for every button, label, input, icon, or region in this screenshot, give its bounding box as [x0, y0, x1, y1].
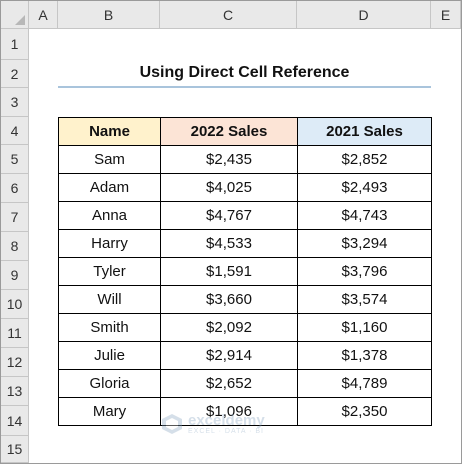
cell-name[interactable]: Mary	[58, 397, 161, 426]
cell-name[interactable]: Will	[58, 285, 161, 314]
table-row: Mary $1,096 $2,350	[58, 397, 432, 426]
cell-name[interactable]: Harry	[58, 229, 161, 258]
column-header-b[interactable]: B	[58, 1, 160, 29]
cell-2021-sales[interactable]: $3,796	[297, 257, 432, 286]
row-header-15[interactable]: 15	[1, 436, 29, 463]
table-row: Smith $2,092 $1,160	[58, 313, 432, 342]
row-header-12[interactable]: 12	[1, 348, 29, 377]
select-all-corner[interactable]	[1, 1, 29, 29]
cell-name[interactable]: Anna	[58, 201, 161, 230]
exceldemy-watermark: exceldemy EXCEL · DATA · BI	[161, 413, 265, 435]
exceldemy-logo-icon	[162, 414, 182, 434]
table-row: Gloria $2,652 $4,789	[58, 369, 432, 398]
cell-2022-sales[interactable]: $4,767	[160, 201, 298, 230]
cell-2021-sales[interactable]: $2,852	[297, 145, 432, 174]
table-row: Anna $4,767 $4,743	[58, 201, 432, 230]
cell-2021-sales[interactable]: $2,493	[297, 173, 432, 202]
row-header-10[interactable]: 10	[1, 290, 29, 319]
cell-name[interactable]: Tyler	[58, 257, 161, 286]
cell-2022-sales[interactable]: $4,025	[160, 173, 298, 202]
cell-2022-sales[interactable]: $2,914	[160, 341, 298, 370]
cell-2021-sales[interactable]: $1,160	[297, 313, 432, 342]
row-header-11[interactable]: 11	[1, 319, 29, 348]
row-header-3[interactable]: 3	[1, 88, 29, 117]
row-header-4[interactable]: 4	[1, 117, 29, 145]
header-name[interactable]: Name	[58, 117, 161, 146]
sales-table: Name 2022 Sales 2021 Sales Sam $2,435 $2…	[58, 117, 432, 426]
header-2021-sales[interactable]: 2021 Sales	[297, 117, 432, 146]
row-header-8[interactable]: 8	[1, 232, 29, 261]
row-header-7[interactable]: 7	[1, 203, 29, 232]
row-header-9[interactable]: 9	[1, 261, 29, 290]
cell-2021-sales[interactable]: $4,743	[297, 201, 432, 230]
table-row: Harry $4,533 $3,294	[58, 229, 432, 258]
watermark-tagline: EXCEL · DATA · BI	[188, 427, 264, 435]
column-header-e[interactable]: E	[431, 1, 461, 29]
cell-name[interactable]: Smith	[58, 313, 161, 342]
table-row: Julie $2,914 $1,378	[58, 341, 432, 370]
sheet-title[interactable]: Using Direct Cell Reference	[139, 64, 350, 81]
row-header-1[interactable]: 1	[1, 29, 29, 60]
cell-2022-sales[interactable]: $1,096	[160, 397, 298, 426]
row-header-13[interactable]: 13	[1, 377, 29, 406]
table-row: Tyler $1,591 $3,796	[58, 257, 432, 286]
cell-2022-sales[interactable]: $1,591	[160, 257, 298, 286]
cell-2021-sales[interactable]: $3,294	[297, 229, 432, 258]
row-header-2[interactable]: 2	[1, 60, 29, 88]
title-underline	[58, 86, 431, 88]
cell-2022-sales[interactable]: $2,435	[160, 145, 298, 174]
cell-2022-sales[interactable]: $2,092	[160, 313, 298, 342]
cell-name[interactable]: Adam	[58, 173, 161, 202]
cell-name[interactable]: Julie	[58, 341, 161, 370]
table-row: Sam $2,435 $2,852	[58, 145, 432, 174]
column-header-d[interactable]: D	[297, 1, 431, 29]
watermark-name: exceldemy	[188, 411, 265, 429]
cell-2021-sales[interactable]: $1,378	[297, 341, 432, 370]
table-header-row: Name 2022 Sales 2021 Sales	[58, 117, 432, 146]
cell-2021-sales[interactable]: $3,574	[297, 285, 432, 314]
column-header-a[interactable]: A	[29, 1, 58, 29]
row-header-6[interactable]: 6	[1, 174, 29, 203]
row-header-5[interactable]: 5	[1, 145, 29, 174]
table-row: Adam $4,025 $2,493	[58, 173, 432, 202]
cell-name[interactable]: Gloria	[58, 369, 161, 398]
cell-name[interactable]: Sam	[58, 145, 161, 174]
column-header-c[interactable]: C	[160, 1, 297, 29]
header-2022-sales[interactable]: 2022 Sales	[160, 117, 298, 146]
cell-2021-sales[interactable]: $2,350	[297, 397, 432, 426]
cell-2021-sales[interactable]: $4,789	[297, 369, 432, 398]
cell-2022-sales[interactable]: $4,533	[160, 229, 298, 258]
row-header-14[interactable]: 14	[1, 406, 29, 436]
cell-2022-sales[interactable]: $3,660	[160, 285, 298, 314]
select-all-triangle-icon	[15, 15, 25, 25]
cell-2022-sales[interactable]: $2,652	[160, 369, 298, 398]
table-row: Will $3,660 $3,574	[58, 285, 432, 314]
